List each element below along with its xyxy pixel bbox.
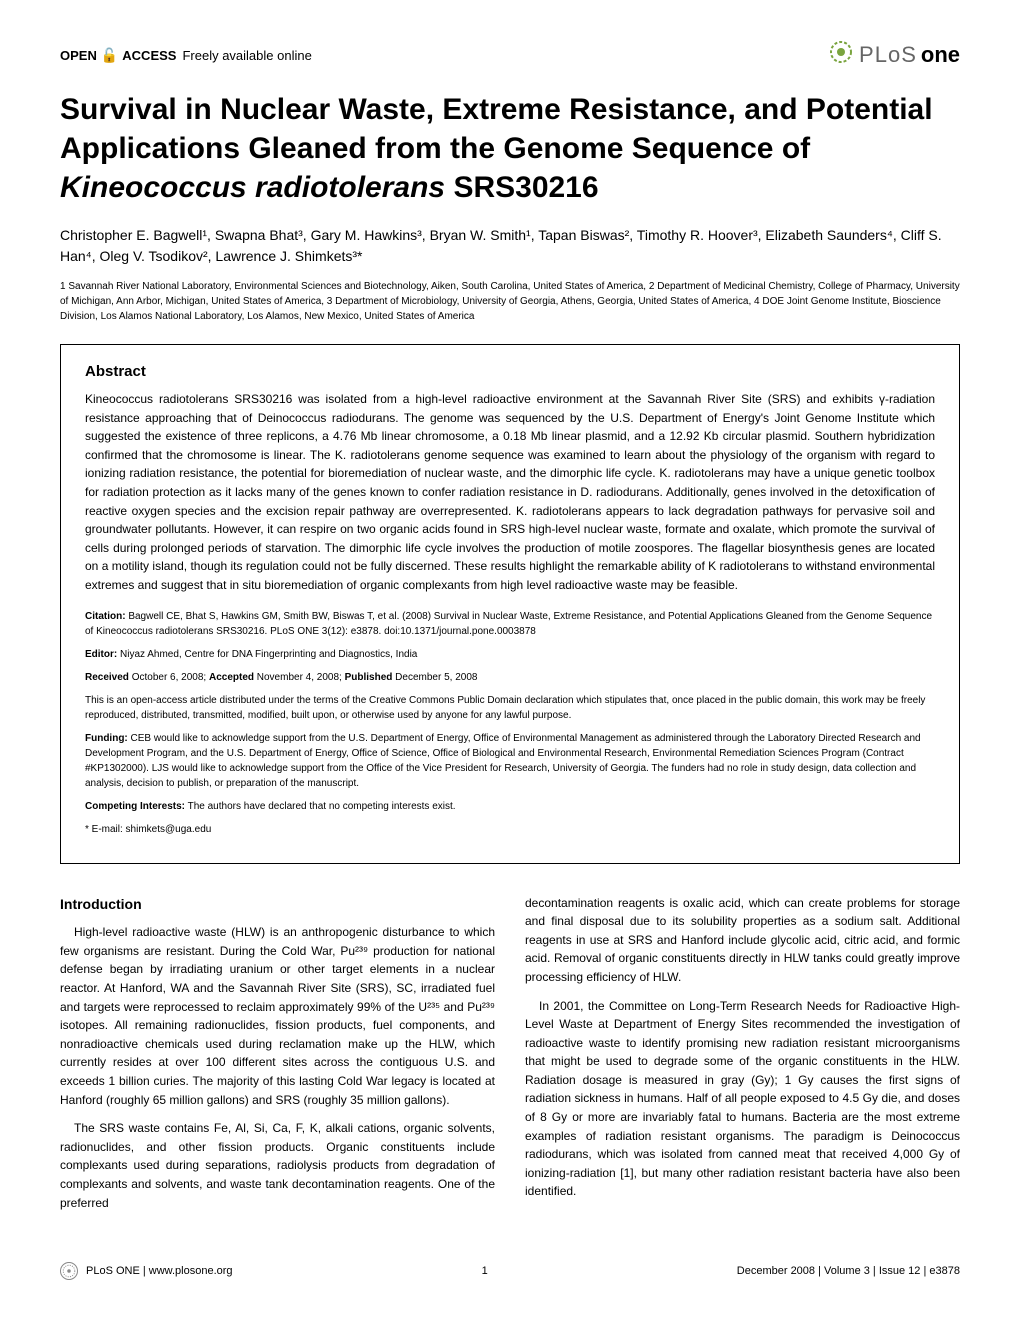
content-columns: Introduction High-level radioactive wast… <box>60 894 960 1223</box>
column-right: decontamination reagents is oxalic acid,… <box>525 894 960 1223</box>
intro-paragraph-4: In 2001, the Committee on Long-Term Rese… <box>525 997 960 1202</box>
title-part2: SRS30216 <box>445 171 598 204</box>
funding-text: CEB would like to acknowledge support fr… <box>85 733 921 789</box>
article-title: Survival in Nuclear Waste, Extreme Resis… <box>60 90 960 207</box>
footer-page-number: 1 <box>482 1265 488 1277</box>
email-block: * E-mail: shimkets@uga.edu <box>85 822 935 837</box>
citation-text: Bagwell CE, Bhat S, Hawkins GM, Smith BW… <box>85 611 932 637</box>
citation-label: Citation: <box>85 611 126 622</box>
page-footer: PLoS ONE | www.plosone.org 1 December 20… <box>60 1262 960 1280</box>
introduction-heading: Introduction <box>60 894 495 916</box>
competing-text: The authors have declared that no compet… <box>185 801 456 812</box>
received-label: Received <box>85 672 129 683</box>
freely-available-label: Freely available online <box>182 48 311 63</box>
footer-journal: PLoS ONE | www.plosone.org <box>86 1265 233 1277</box>
abstract-text: Kineococcus radiotolerans SRS30216 was i… <box>85 390 935 595</box>
editor-text: Niyaz Ahmed, Centre for DNA Fingerprinti… <box>117 649 417 660</box>
plos-text: PLoS <box>859 42 917 68</box>
intro-paragraph-2: The SRS waste contains Fe, Al, Si, Ca, F… <box>60 1119 495 1212</box>
footer-circle-icon <box>60 1262 78 1280</box>
one-text: one <box>921 42 960 68</box>
intro-paragraph-3: decontamination reagents is oxalic acid,… <box>525 894 960 987</box>
published-label: Published <box>345 672 393 683</box>
open-label: OPEN <box>60 48 97 63</box>
affiliations: 1 Savannah River National Laboratory, En… <box>60 279 960 324</box>
plos-circle-icon <box>829 40 853 70</box>
open-access-badge: OPEN 🔓 ACCESS Freely available online <box>60 47 312 64</box>
unlock-icon: 🔓 <box>101 47 118 64</box>
plos-logo: PLoS one <box>829 40 960 70</box>
funding-label: Funding: <box>85 733 128 744</box>
dates-block: Received October 6, 2008; Accepted Novem… <box>85 670 935 685</box>
column-left: Introduction High-level radioactive wast… <box>60 894 495 1223</box>
editor-label: Editor: <box>85 649 117 660</box>
title-italic: Kineococcus radiotolerans <box>60 171 445 204</box>
abstract-box: Abstract Kineococcus radiotolerans SRS30… <box>60 344 960 864</box>
license-block: This is an open-access article distribut… <box>85 693 935 723</box>
editor-block: Editor: Niyaz Ahmed, Centre for DNA Fing… <box>85 647 935 662</box>
published-text: December 5, 2008 <box>392 672 477 683</box>
accepted-text: November 4, 2008; <box>254 672 345 683</box>
title-part1: Survival in Nuclear Waste, Extreme Resis… <box>60 93 933 165</box>
abstract-heading: Abstract <box>85 363 935 380</box>
footer-issue: December 2008 | Volume 3 | Issue 12 | e3… <box>737 1265 960 1277</box>
header-row: OPEN 🔓 ACCESS Freely available online PL… <box>60 40 960 70</box>
intro-paragraph-1: High-level radioactive waste (HLW) is an… <box>60 923 495 1109</box>
authors-list: Christopher E. Bagwell¹, Swapna Bhat³, G… <box>60 225 960 267</box>
access-label: ACCESS <box>122 48 176 63</box>
citation-block: Citation: Bagwell CE, Bhat S, Hawkins GM… <box>85 609 935 639</box>
competing-block: Competing Interests: The authors have de… <box>85 799 935 814</box>
footer-left: PLoS ONE | www.plosone.org <box>60 1262 233 1280</box>
funding-block: Funding: CEB would like to acknowledge s… <box>85 731 935 791</box>
accepted-label: Accepted <box>209 672 254 683</box>
received-text: October 6, 2008; <box>129 672 209 683</box>
competing-label: Competing Interests: <box>85 801 185 812</box>
